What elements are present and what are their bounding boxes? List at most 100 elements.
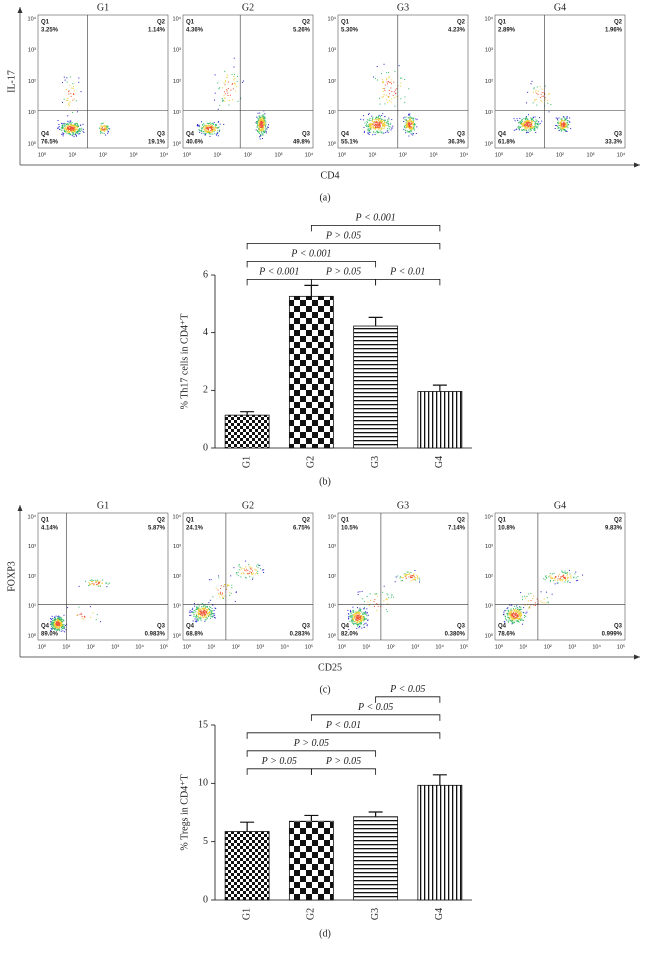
dot xyxy=(567,576,569,578)
dot xyxy=(108,127,110,129)
dot xyxy=(358,615,360,617)
dot xyxy=(58,620,60,622)
dot xyxy=(559,579,561,581)
dot xyxy=(565,130,567,132)
dot xyxy=(524,117,526,119)
dot xyxy=(363,612,365,614)
dot xyxy=(404,124,406,126)
dot xyxy=(67,128,69,130)
dot xyxy=(529,128,531,130)
significance-bracket xyxy=(310,714,441,721)
dot xyxy=(357,612,359,614)
dot xyxy=(267,126,269,128)
dot xyxy=(100,125,102,127)
dot xyxy=(60,619,62,621)
quadrant-name: Q3 xyxy=(614,132,623,138)
dot xyxy=(265,126,267,128)
dot xyxy=(76,126,78,128)
dot xyxy=(259,564,261,566)
dot xyxy=(258,128,260,130)
dot xyxy=(368,119,370,121)
dot xyxy=(375,118,377,120)
dot xyxy=(106,126,108,128)
dot xyxy=(257,573,259,575)
dot xyxy=(237,100,239,102)
dot xyxy=(102,132,104,134)
dot xyxy=(100,128,102,130)
dot xyxy=(394,89,396,91)
dot xyxy=(51,621,53,623)
dot xyxy=(61,133,63,135)
dot xyxy=(52,622,54,624)
dot xyxy=(89,584,91,586)
dot xyxy=(71,130,73,132)
dot xyxy=(68,127,70,129)
dot xyxy=(559,578,561,580)
dot xyxy=(371,120,373,122)
dot xyxy=(260,125,262,127)
dot xyxy=(362,119,364,121)
dot xyxy=(62,135,64,137)
x-tick-label: 10³ xyxy=(568,644,576,650)
dot xyxy=(518,618,520,620)
x-axis-label: CD25 xyxy=(318,662,342,673)
dot xyxy=(419,579,421,581)
dot xyxy=(52,628,54,630)
dot xyxy=(193,610,195,612)
dot xyxy=(382,123,384,125)
dot xyxy=(76,125,78,127)
dot xyxy=(515,620,517,622)
dot xyxy=(353,624,355,626)
dot xyxy=(79,130,81,132)
dot xyxy=(227,92,229,94)
dot xyxy=(240,568,242,570)
dot xyxy=(209,132,211,134)
dot xyxy=(202,615,204,617)
dot xyxy=(362,619,364,621)
dot xyxy=(532,102,534,104)
dot xyxy=(415,132,417,134)
dot xyxy=(244,569,246,571)
dot xyxy=(352,617,354,619)
dot xyxy=(361,598,363,600)
x-tick-label: 10³ xyxy=(411,644,419,650)
dot xyxy=(89,606,91,608)
dot xyxy=(68,90,70,92)
dot xyxy=(567,122,569,124)
dot xyxy=(540,100,542,102)
dot xyxy=(263,116,265,118)
dot xyxy=(77,123,79,125)
dot xyxy=(246,572,248,574)
dot xyxy=(203,123,205,125)
dot xyxy=(413,128,415,130)
dot xyxy=(411,117,413,119)
dot xyxy=(409,122,411,124)
dot xyxy=(358,624,360,626)
dot xyxy=(212,133,214,135)
dot xyxy=(538,123,540,125)
dot xyxy=(394,581,396,583)
dot xyxy=(58,621,60,623)
dot xyxy=(378,122,380,124)
dot xyxy=(535,124,537,126)
dot xyxy=(388,90,390,92)
dot xyxy=(543,598,545,600)
x-tick-label: 10⁰ xyxy=(338,643,347,650)
dot xyxy=(73,128,75,130)
dot xyxy=(366,124,368,126)
dot xyxy=(354,613,356,615)
dot xyxy=(203,613,205,615)
dot xyxy=(557,580,559,582)
dot xyxy=(412,125,414,127)
dot xyxy=(210,614,212,616)
dot xyxy=(521,122,523,124)
quadrant-value: 4.23% xyxy=(448,28,466,34)
dot xyxy=(78,125,80,127)
dot xyxy=(374,128,376,130)
dot xyxy=(505,619,507,621)
plot-title: G2 xyxy=(242,500,254,511)
dot xyxy=(231,73,233,75)
dot xyxy=(508,612,510,614)
dot xyxy=(51,615,53,617)
dot xyxy=(107,130,109,132)
